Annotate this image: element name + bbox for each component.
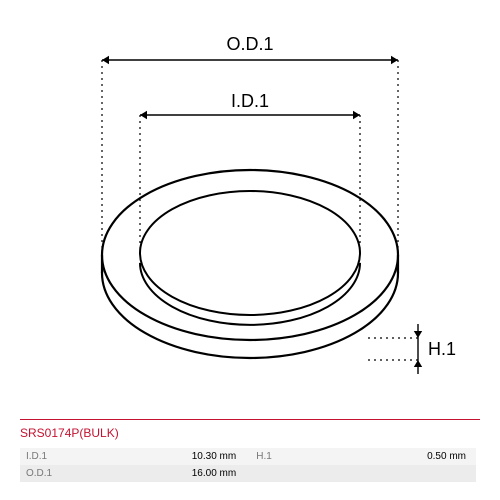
washer-diagram: O.D.1 I.D.1 H.1 bbox=[40, 20, 460, 400]
spec-value: 0.50 mm bbox=[333, 448, 476, 465]
diagram-svg: O.D.1 I.D.1 H.1 bbox=[40, 20, 460, 400]
spec-label: H.1 bbox=[246, 448, 333, 465]
svg-text:I.D.1: I.D.1 bbox=[231, 91, 269, 111]
spec-value: 16.00 mm bbox=[103, 465, 246, 482]
part-number: SRS0174P(BULK) bbox=[20, 426, 119, 440]
part-number-row: SRS0174P(BULK) bbox=[20, 419, 480, 442]
spec-label: O.D.1 bbox=[20, 465, 103, 482]
spec-table: I.D.1 10.30 mm H.1 0.50 mm O.D.1 16.00 m… bbox=[20, 448, 480, 482]
page: O.D.1I.D.1H.1 SRS0174P(BULK) I.D.1 10.30… bbox=[0, 0, 500, 500]
spec-label: I.D.1 bbox=[20, 448, 103, 465]
spec-label-empty bbox=[246, 465, 333, 482]
spec-value-empty bbox=[333, 465, 476, 482]
footer: SRS0174P(BULK) I.D.1 10.30 mm H.1 0.50 m… bbox=[0, 419, 500, 500]
spec-value: 10.30 mm bbox=[103, 448, 246, 465]
svg-text:O.D.1: O.D.1 bbox=[226, 34, 273, 54]
spec-row: O.D.1 16.00 mm bbox=[20, 465, 476, 482]
spec-row: I.D.1 10.30 mm H.1 0.50 mm bbox=[20, 448, 476, 465]
svg-text:H.1: H.1 bbox=[428, 339, 456, 359]
